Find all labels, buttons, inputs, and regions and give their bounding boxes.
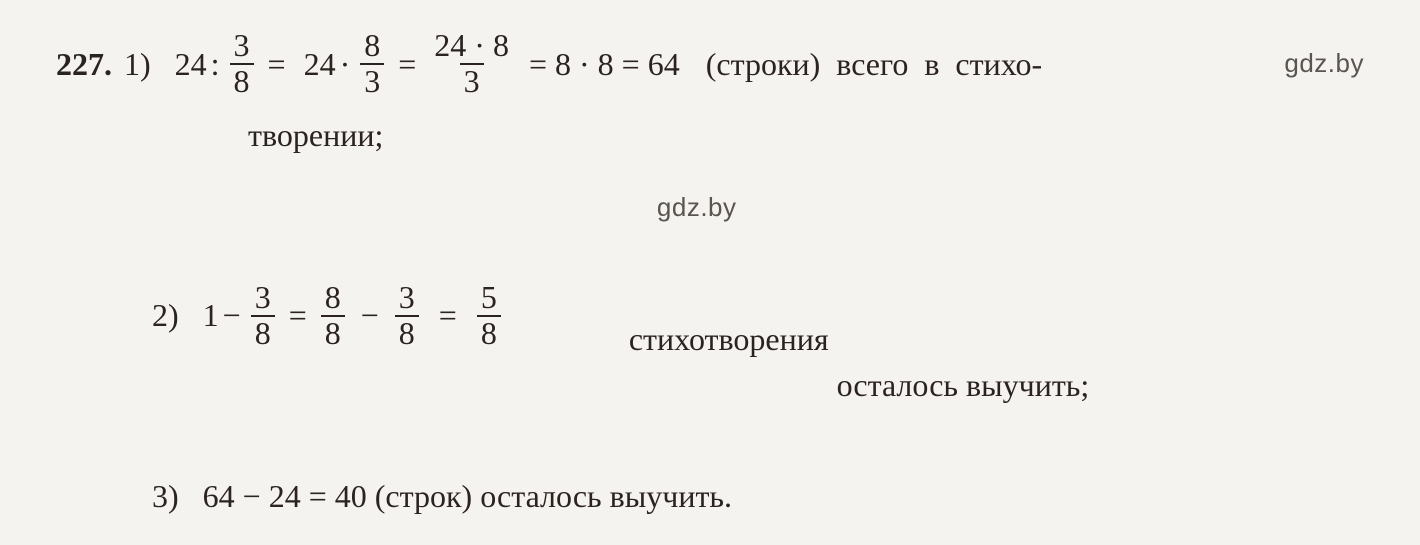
- step-1-label: 1): [124, 41, 151, 87]
- fraction-8-8: 8 8: [321, 281, 345, 350]
- step-2-label: 2): [152, 292, 179, 338]
- frac-num: 5: [477, 281, 501, 315]
- frac-num: 3: [251, 281, 275, 315]
- fraction-3-8b: 3 8: [251, 281, 275, 350]
- equals: =: [439, 292, 457, 338]
- step-1-continuation: творении;: [238, 112, 1364, 158]
- step-1-cont-text: творении;: [248, 112, 383, 158]
- op-minus-b: −: [361, 292, 379, 338]
- equals: =: [289, 292, 307, 338]
- op-divide: :: [211, 41, 220, 87]
- int-24b: 24: [304, 41, 336, 87]
- problem-number: 227.: [56, 41, 112, 87]
- step-1-line: 227. 1) 24 : 3 8 = 24 · 8 3 = 24 · 8 3 =…: [56, 28, 1364, 100]
- op-minus: −: [223, 292, 241, 338]
- watermark: gdz.by: [657, 189, 737, 227]
- step-2-tail: gdz.by стихотворения осталось выучить;: [517, 176, 1089, 454]
- step-3-line: 3) 64 − 24 = 40 (строк) осталось выучить…: [152, 473, 1364, 519]
- frac-num: 8: [321, 281, 345, 315]
- frac-den: 8: [321, 315, 345, 351]
- step-1-tail: (строки) всего в стихо-: [690, 41, 1042, 87]
- fraction-5-8: 5 8: [477, 281, 501, 350]
- frac-num: 3: [395, 281, 419, 315]
- frac-num: 8: [360, 29, 384, 63]
- int-24: 24: [175, 41, 207, 87]
- frac-den: 3: [460, 63, 484, 99]
- frac-den: 8: [477, 315, 501, 351]
- step-2-tail-rest: осталось выучить;: [829, 367, 1090, 403]
- frac-num: 3: [230, 29, 254, 63]
- op-dot: ·: [340, 41, 351, 87]
- answer-line: Ответ: gdz.by 64 строки, 5 8 , 40 строк.…: [152, 537, 1364, 545]
- frac-den: 8: [395, 315, 419, 351]
- equals: =: [268, 41, 286, 87]
- fraction-3-8: 3 8: [230, 29, 254, 98]
- watermark: gdz.by: [1244, 45, 1364, 83]
- fraction-24x8-3: 24 · 8 3: [430, 29, 513, 98]
- solution-page: 227. 1) 24 : 3 8 = 24 · 8 3 = 24 · 8 3 =…: [0, 0, 1420, 545]
- answer-part1: gdz.by 64 строки,: [276, 537, 545, 545]
- fraction-8-3: 8 3: [360, 29, 384, 98]
- frac-den: 8: [251, 315, 275, 351]
- frac-num: 24 · 8: [430, 29, 513, 63]
- frac-den: 3: [360, 63, 384, 99]
- step-2-line: 2) 1 − 3 8 = 8 8 − 3 8 = 5 8 gdz.by стих…: [152, 176, 1364, 454]
- one: 1: [203, 292, 219, 338]
- wm-over-word: gdz.by стихотворения: [565, 223, 829, 409]
- over-word: стихотворения: [629, 321, 829, 357]
- fraction-3-8c: 3 8: [395, 281, 419, 350]
- step-3-expr: 64 − 24 = 40 (строк) осталось выучить.: [203, 473, 732, 519]
- frac-den: 8: [230, 63, 254, 99]
- step-3-label: 3): [152, 473, 179, 519]
- equals: =: [398, 41, 416, 87]
- chain-8x8-64: = 8 · 8 = 64: [529, 41, 680, 87]
